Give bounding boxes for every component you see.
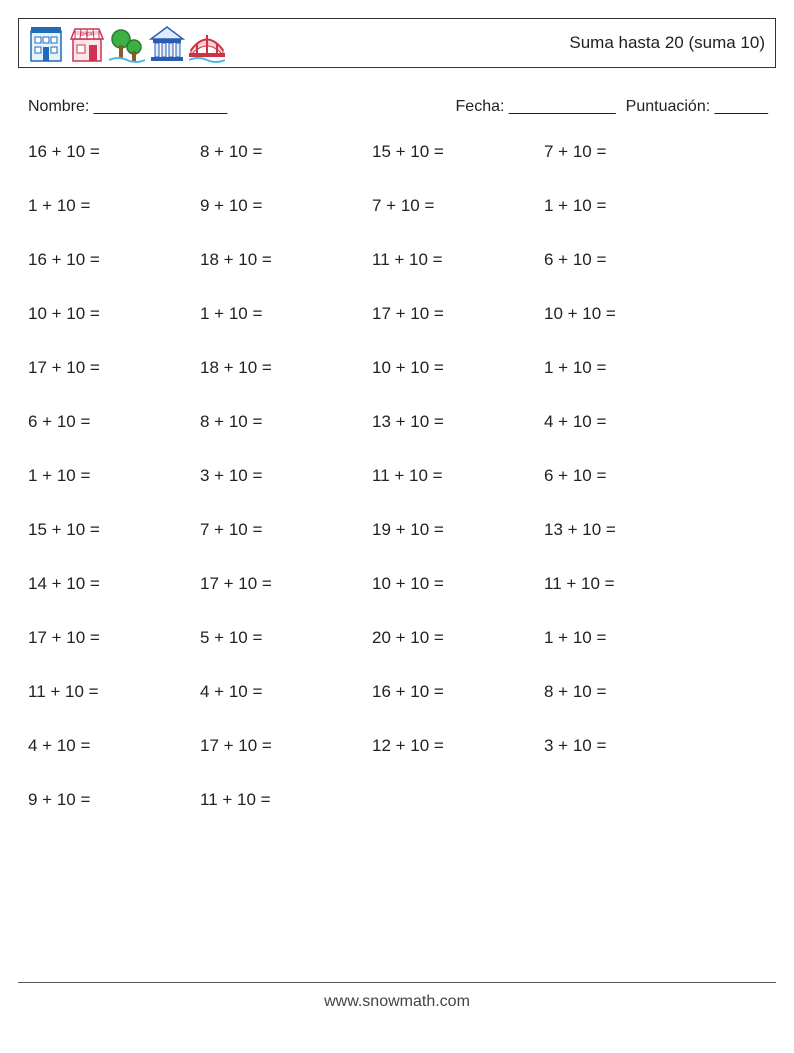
problem-cell: 1 + 10 = [28,466,200,486]
problem-cell: 10 + 10 = [544,304,716,324]
bank-icon [149,25,185,63]
problem-cell: 7 + 10 = [200,520,372,540]
problem-cell: 4 + 10 = [28,736,200,756]
score-field: Puntuación: ______ [626,98,768,116]
problem-cell: 17 + 10 = [200,574,372,594]
problem-cell: 9 + 10 = [200,196,372,216]
problem-cell [544,790,716,810]
problem-row: 11 + 10 =4 + 10 =16 + 10 =8 + 10 = [28,682,768,702]
header-box: SHOP [18,18,776,68]
header-icons: SHOP [29,23,225,63]
problem-row: 1 + 10 =9 + 10 =7 + 10 =1 + 10 = [28,196,768,216]
footer-divider [18,982,776,983]
problem-cell: 19 + 10 = [372,520,544,540]
problem-cell: 8 + 10 = [200,412,372,432]
problem-cell: 1 + 10 = [544,628,716,648]
problem-cell: 8 + 10 = [200,142,372,162]
problem-cell: 11 + 10 = [372,466,544,486]
problem-cell: 4 + 10 = [544,412,716,432]
problem-cell: 7 + 10 = [372,196,544,216]
worksheet-page: SHOP [0,0,794,1053]
problem-cell: 1 + 10 = [544,196,716,216]
bridge-icon [189,25,225,63]
problem-cell: 5 + 10 = [200,628,372,648]
problem-cell: 3 + 10 = [200,466,372,486]
problem-cell: 12 + 10 = [372,736,544,756]
problem-cell: 1 + 10 = [28,196,200,216]
problem-cell: 8 + 10 = [544,682,716,702]
problem-cell: 6 + 10 = [28,412,200,432]
problem-cell: 16 + 10 = [28,142,200,162]
shop-icon: SHOP [69,25,105,63]
problem-cell: 13 + 10 = [372,412,544,432]
problem-cell: 16 + 10 = [372,682,544,702]
problem-row: 16 + 10 =8 + 10 =15 + 10 =7 + 10 = [28,142,768,162]
problem-row: 6 + 10 =8 + 10 =13 + 10 =4 + 10 = [28,412,768,432]
problem-cell: 11 + 10 = [544,574,716,594]
problem-cell: 11 + 10 = [372,250,544,270]
problem-row: 4 + 10 =17 + 10 =12 + 10 =3 + 10 = [28,736,768,756]
problem-cell: 14 + 10 = [28,574,200,594]
building-icon [29,25,65,63]
problem-cell: 20 + 10 = [372,628,544,648]
problem-row: 1 + 10 =3 + 10 =11 + 10 =6 + 10 = [28,466,768,486]
worksheet-title: Suma hasta 20 (suma 10) [569,33,765,53]
problem-cell: 18 + 10 = [200,250,372,270]
problems-grid: 16 + 10 =8 + 10 =15 + 10 =7 + 10 =1 + 10… [18,142,776,810]
problem-cell: 15 + 10 = [28,520,200,540]
problem-cell: 6 + 10 = [544,466,716,486]
problem-cell: 15 + 10 = [372,142,544,162]
problem-cell: 10 + 10 = [372,574,544,594]
footer-url: www.snowmath.com [0,993,794,1011]
date-field: Fecha: ____________ [456,98,616,116]
problem-cell: 10 + 10 = [28,304,200,324]
problem-cell: 1 + 10 = [200,304,372,324]
problem-cell: 17 + 10 = [28,358,200,378]
problem-cell: 16 + 10 = [28,250,200,270]
problem-cell: 18 + 10 = [200,358,372,378]
problem-cell: 17 + 10 = [372,304,544,324]
problem-cell: 17 + 10 = [200,736,372,756]
problem-row: 15 + 10 =7 + 10 =19 + 10 =13 + 10 = [28,520,768,540]
problem-cell: 11 + 10 = [28,682,200,702]
problem-row: 14 + 10 =17 + 10 =10 + 10 =11 + 10 = [28,574,768,594]
problem-row: 9 + 10 =11 + 10 = [28,790,768,810]
name-field: Nombre: _______________ [28,98,227,116]
problem-cell: 1 + 10 = [544,358,716,378]
problem-row: 17 + 10 =18 + 10 =10 + 10 =1 + 10 = [28,358,768,378]
problem-cell: 13 + 10 = [544,520,716,540]
problem-cell: 9 + 10 = [28,790,200,810]
problem-cell: 10 + 10 = [372,358,544,378]
problem-cell [372,790,544,810]
problem-cell: 3 + 10 = [544,736,716,756]
svg-text:SHOP: SHOP [80,32,95,38]
problem-cell: 17 + 10 = [28,628,200,648]
problem-cell: 6 + 10 = [544,250,716,270]
problem-row: 17 + 10 =5 + 10 =20 + 10 =1 + 10 = [28,628,768,648]
problem-row: 16 + 10 =18 + 10 =11 + 10 =6 + 10 = [28,250,768,270]
problem-cell: 7 + 10 = [544,142,716,162]
problem-row: 10 + 10 =1 + 10 =17 + 10 =10 + 10 = [28,304,768,324]
problem-cell: 11 + 10 = [200,790,372,810]
tree-icon [109,25,145,63]
meta-row: Nombre: _______________ Fecha: _________… [18,98,776,116]
problem-cell: 4 + 10 = [200,682,372,702]
